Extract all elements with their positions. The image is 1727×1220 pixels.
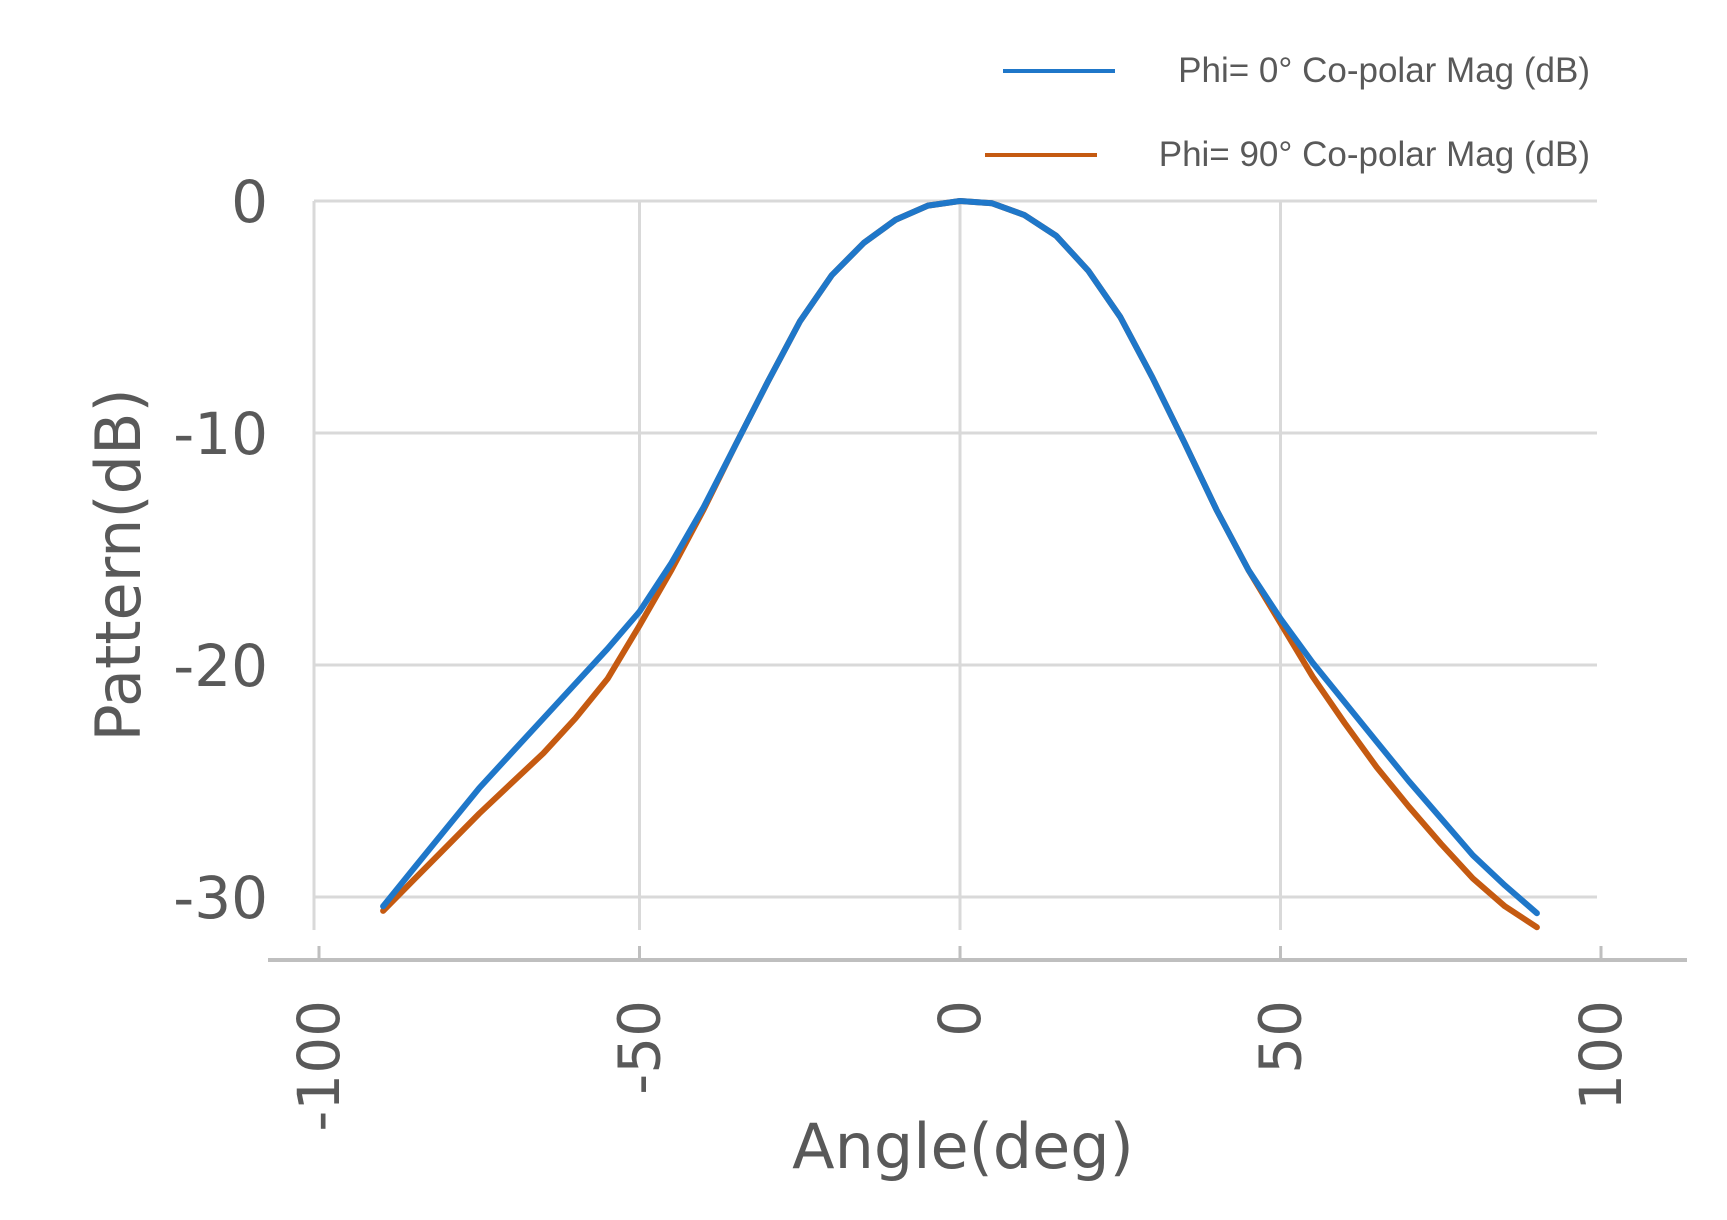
y-tick-label: -10 (173, 400, 268, 468)
legend-label-series-1: Phi= 90° Co-polar Mag (dB) (1159, 135, 1590, 174)
legend: Phi= 0° Co-polar Mag (dB) Phi= 90° Co-po… (985, 51, 1590, 174)
x-tick-label: -50 (606, 1000, 674, 1095)
y-axis-title: Pattern(dB) (82, 388, 155, 741)
y-tick-label: -30 (173, 864, 268, 932)
series-line-0 (380, 198, 1540, 917)
x-tick-label: 50 (1247, 1000, 1315, 1074)
tick-labels: 0 -10 -20 -30-100 -50 0 50 100 (173, 168, 1635, 1132)
y-tick-label: 0 (231, 168, 268, 236)
y-tick-label: -20 (173, 632, 268, 700)
legend-label-series-0: Phi= 0° Co-polar Mag (dB) (1178, 51, 1590, 90)
x-tick-label: -100 (285, 1000, 353, 1132)
plot-series (380, 198, 1540, 931)
x-tick-label: 100 (1567, 1000, 1635, 1111)
x-tick-label: 0 (926, 1000, 994, 1037)
grid-lines (312, 199, 1597, 930)
x-axis-title: Angle(deg) (792, 1110, 1134, 1183)
x-axis (268, 946, 1687, 962)
